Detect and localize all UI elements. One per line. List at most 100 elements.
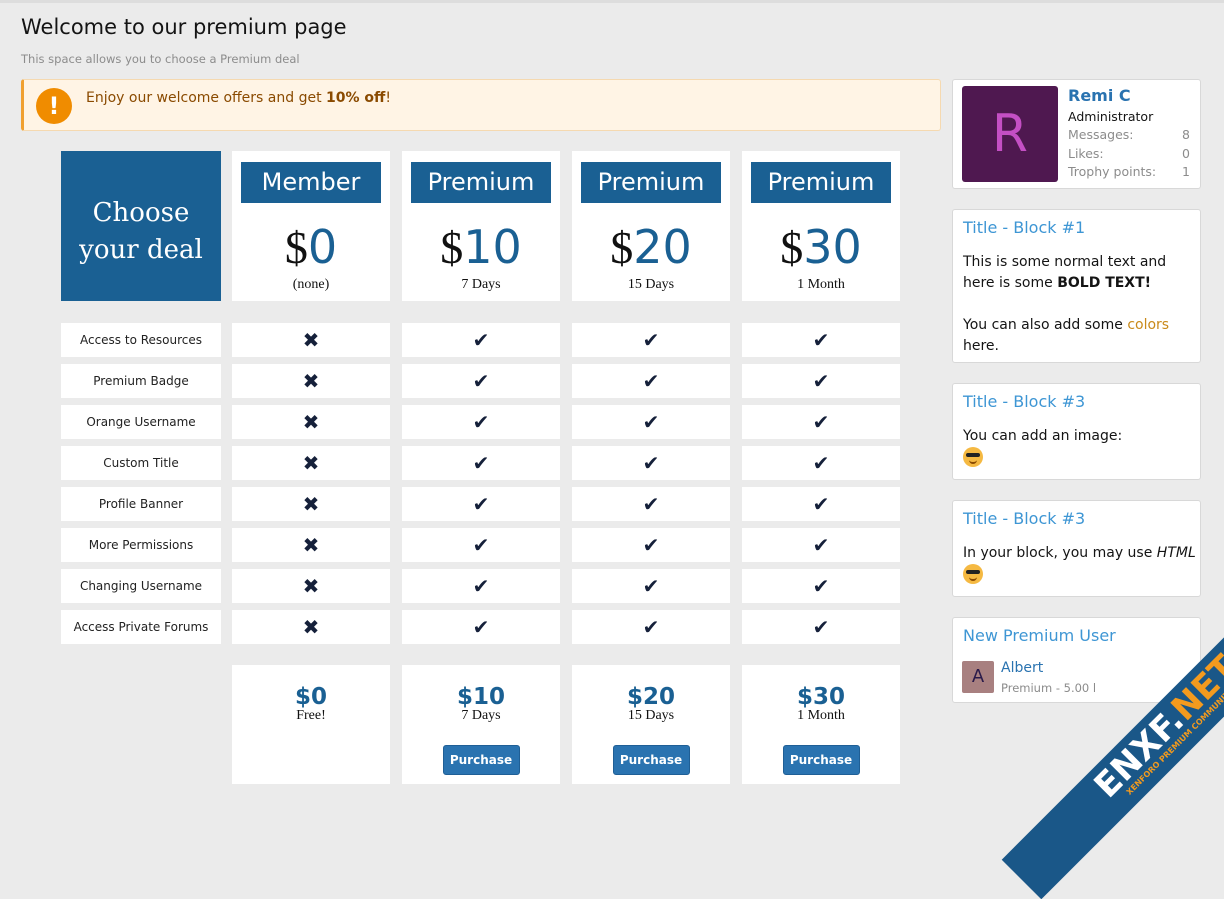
- feature-label: Orange Username: [61, 405, 221, 439]
- check-icon: ✔: [572, 610, 730, 644]
- avatar[interactable]: R: [962, 86, 1058, 182]
- plan-name: Premium: [411, 162, 551, 203]
- cross-icon: ✖: [232, 487, 390, 521]
- plan-duration: 7 Days: [461, 277, 501, 292]
- user-role: Administrator: [1068, 109, 1154, 124]
- page-subtitle: This space allows you to choose a Premiu…: [21, 52, 300, 66]
- check-icon: ✔: [742, 364, 900, 398]
- stat-label: Likes:: [1068, 145, 1104, 161]
- block-title: New Premium User: [963, 626, 1116, 645]
- avatar[interactable]: A: [962, 661, 994, 693]
- plan-price: $30: [780, 220, 862, 274]
- footer-duration: 15 Days: [627, 708, 675, 723]
- footer-duration: Free!: [296, 708, 326, 723]
- check-icon: ✔: [742, 446, 900, 480]
- check-icon: ✔: [742, 610, 900, 644]
- plan-name: Premium: [751, 162, 891, 203]
- plan-header: Member $0 (none): [232, 151, 390, 301]
- check-icon: ✔: [742, 528, 900, 562]
- exclamation-icon: !: [36, 88, 72, 124]
- new-premium-user-block: New Premium User A Albert Premium - 5.00…: [952, 617, 1201, 703]
- cross-icon: ✖: [232, 610, 390, 644]
- purchase-button[interactable]: Purchase: [782, 745, 860, 775]
- watermark-logo: ENXF.NET XENFORO PREMIUM COMMUNITY: [1001, 562, 1224, 899]
- block-title: Title - Block #3: [963, 509, 1086, 528]
- check-icon: ✔: [402, 405, 560, 439]
- stat-label: Messages:: [1068, 127, 1134, 142]
- cross-icon: ✖: [232, 446, 390, 480]
- plan-duration: (none): [292, 277, 330, 292]
- purchase-button[interactable]: Purchase: [612, 745, 690, 775]
- feature-label: Access to Resources: [61, 323, 221, 357]
- plan-name: Premium: [581, 162, 721, 203]
- stat-value: 8: [1182, 127, 1190, 142]
- check-icon: ✔: [402, 446, 560, 480]
- footer-price: $10: [456, 684, 505, 710]
- sunglasses-emoji-icon: [963, 564, 983, 584]
- block-title: Title - Block #1: [963, 218, 1086, 237]
- check-icon: ✔: [572, 446, 730, 480]
- check-icon: ✔: [572, 569, 730, 603]
- check-icon: ✔: [572, 528, 730, 562]
- plan-price: $10: [440, 220, 522, 274]
- footer-duration: 1 Month: [797, 708, 845, 723]
- stat-label: Trophy points:: [1068, 164, 1157, 179]
- stat-value: 0: [1182, 145, 1190, 161]
- check-icon: ✔: [572, 323, 730, 357]
- check-icon: ✔: [742, 487, 900, 521]
- block-3: Title - Block #3 In your block, you may …: [952, 500, 1201, 597]
- feature-label: Custom Title: [61, 446, 221, 480]
- check-icon: ✔: [742, 323, 900, 357]
- check-icon: ✔: [402, 610, 560, 644]
- user-meta: Premium - 5.00 l: [1001, 681, 1097, 695]
- plan-footer: $20 15 Days Purchase: [572, 665, 730, 784]
- cross-icon: ✖: [232, 405, 390, 439]
- feature-label: Access Private Forums: [61, 610, 221, 644]
- feature-label: Premium Badge: [61, 364, 221, 398]
- block-title: Title - Block #3: [963, 392, 1086, 411]
- user-link[interactable]: Albert: [1001, 660, 1044, 676]
- cross-icon: ✖: [232, 569, 390, 603]
- check-icon: ✔: [742, 405, 900, 439]
- block-body: You can add an image:: [963, 426, 1122, 468]
- page-title: Welcome to our premium page: [21, 15, 347, 39]
- check-icon: ✔: [402, 569, 560, 603]
- feature-label: Changing Username: [61, 569, 221, 603]
- plan-header: Premium $10 7 Days: [402, 151, 560, 301]
- plan-footer: $30 1 Month Purchase: [742, 665, 900, 784]
- plan-header: Premium $30 1 Month: [742, 151, 900, 301]
- footer-price: $20: [626, 684, 675, 710]
- block-2: Title - Block #3 You can add an image:: [952, 383, 1201, 480]
- feature-label: More Permissions: [61, 528, 221, 562]
- check-icon: ✔: [572, 364, 730, 398]
- cross-icon: ✖: [232, 323, 390, 357]
- plan-duration: 1 Month: [797, 277, 845, 292]
- footer-price: $30: [796, 684, 845, 710]
- footer-price: $0: [294, 684, 327, 710]
- cross-icon: ✖: [232, 364, 390, 398]
- cross-icon: ✖: [232, 528, 390, 562]
- choose-deal-heading: Choose your deal: [61, 151, 221, 301]
- check-icon: ✔: [402, 487, 560, 521]
- plan-footer: $0 Free!: [232, 665, 390, 784]
- feature-label: Profile Banner: [61, 487, 221, 521]
- block-1: Title - Block #1 This is some normal tex…: [952, 209, 1201, 363]
- plan-footer: $10 7 Days Purchase: [402, 665, 560, 784]
- block-body: This is some normal text and here is som…: [963, 254, 1170, 354]
- user-card: R Remi C Administrator Messages: 8 Likes:…: [952, 79, 1201, 189]
- plan-header: Premium $20 15 Days: [572, 151, 730, 301]
- block-body: In your block, you may use HTML: [963, 543, 1196, 585]
- user-name-link[interactable]: Remi C: [1068, 86, 1131, 105]
- check-icon: ✔: [572, 487, 730, 521]
- notice-banner: ! Enjoy our welcome offers and get 10% o…: [21, 79, 941, 131]
- plan-name: Member: [241, 162, 381, 203]
- purchase-button[interactable]: Purchase: [442, 745, 520, 775]
- check-icon: ✔: [402, 323, 560, 357]
- check-icon: ✔: [572, 405, 730, 439]
- plan-duration: 15 Days: [627, 277, 675, 292]
- check-icon: ✔: [402, 528, 560, 562]
- plan-price: $0: [284, 220, 338, 274]
- footer-duration: 7 Days: [461, 708, 501, 723]
- check-icon: ✔: [402, 364, 560, 398]
- check-icon: ✔: [742, 569, 900, 603]
